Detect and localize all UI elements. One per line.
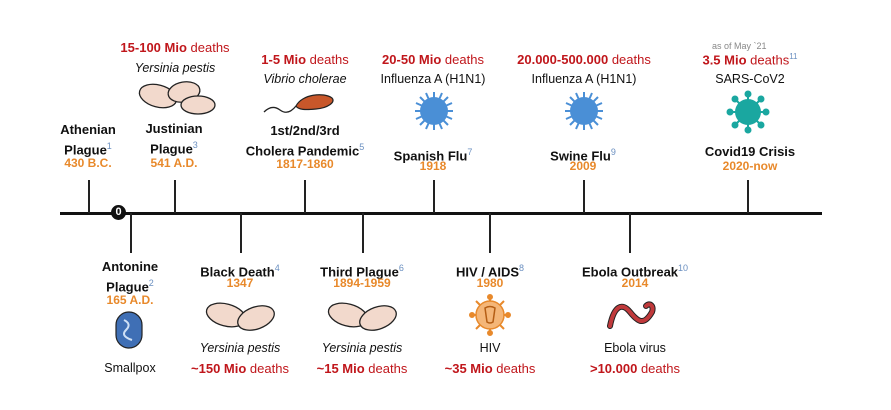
tick-spanish-flu <box>433 180 435 213</box>
tick-third-plague <box>362 213 364 253</box>
event-justinian-name: Justinian Plague3 <box>145 121 203 157</box>
event-swine-flu-deaths: 20.000-500.000 deaths <box>517 52 651 67</box>
event-ebola-pathogen: Ebola virus <box>604 341 666 355</box>
yersinia-bacteria-icon <box>138 81 216 115</box>
event-hiv-pathogen: HIV <box>479 341 501 355</box>
event-covid-deaths: 3.5 Mio deaths11 <box>702 52 798 68</box>
event-cholera-date: 1817-1860 <box>276 157 334 171</box>
event-ebola-deaths: >10.000 deaths <box>589 361 680 376</box>
vibrio-cholerae-icon <box>263 94 334 113</box>
tick-justinian <box>174 180 176 213</box>
timeline-axis <box>60 212 822 215</box>
event-athenian-date: 430 B.C. <box>64 156 112 170</box>
event-black-death-deaths: ~150 Mio deaths <box>191 361 289 376</box>
hiv-virus-icon <box>469 294 511 336</box>
event-spanish-flu-date: 1918 <box>419 159 447 173</box>
event-antonine-name: Antonine Plague2 <box>101 259 159 295</box>
event-spanish-flu-pathogen: Influenza A (H1N1) <box>380 72 486 86</box>
tick-athenian <box>88 180 90 213</box>
event-hiv-date: 1980 <box>476 276 504 290</box>
yersinia-bacteria-icon <box>327 302 397 331</box>
event-cholera-deaths: 1-5 Mio deaths <box>261 52 349 67</box>
event-swine-flu-date: 2009 <box>569 159 597 173</box>
event-covid-name: Covid19 Crisis <box>704 144 796 159</box>
event-athenian-name: Athenian Plague1 <box>60 122 116 158</box>
tick-hiv <box>489 213 491 253</box>
event-covid-date: 2020-now <box>722 159 778 173</box>
event-ebola-name: Ebola Outbreak10 <box>581 263 689 280</box>
event-antonine-date: 165 A.D. <box>106 293 154 307</box>
event-ebola-date: 2014 <box>621 276 649 290</box>
event-third-plague-deaths: ~15 Mio deaths <box>316 361 408 376</box>
event-covid-pathogen: SARS-CoV2 <box>715 72 785 86</box>
event-swine-flu-pathogen: Influenza A (H1N1) <box>531 72 637 86</box>
event-hiv-name: HIV / AIDS8 <box>455 263 525 280</box>
tick-black-death <box>240 213 242 253</box>
event-justinian-pathogen: Yersinia pestis <box>134 61 216 75</box>
tick-swine-flu <box>583 180 585 213</box>
influenza-virus-icon <box>415 92 453 130</box>
event-third-plague-date: 1894-1959 <box>333 276 391 290</box>
tick-ebola <box>629 213 631 253</box>
event-black-death-date: 1347 <box>226 276 254 290</box>
event-swine-flu-name: Swine Flu9 <box>550 147 616 164</box>
tick-antonine <box>130 213 132 253</box>
tick-cholera <box>304 180 306 213</box>
event-black-death-name: Black Death4 <box>200 263 280 280</box>
event-justinian-deaths: 15-100 Mio deaths <box>120 40 230 55</box>
event-cholera-pathogen: Vibrio cholerae <box>263 72 347 86</box>
event-spanish-flu-deaths: 20-50 Mio deaths <box>382 52 484 67</box>
event-antonine-pathogen: Smallpox <box>104 361 156 375</box>
event-third-plague-pathogen: Yersinia pestis <box>321 341 403 355</box>
event-third-plague-name: Third Plague6 <box>320 263 404 280</box>
yersinia-bacteria-icon <box>205 302 275 331</box>
event-spanish-flu-name: Spanish Flu7 <box>393 147 473 164</box>
event-cholera-name: 1st/2nd/3rd Cholera Pandemic5 <box>245 123 365 159</box>
smallpox-virus-icon <box>115 311 143 349</box>
event-covid-note: as of May `21 <box>712 41 767 51</box>
event-justinian-date: 541 A.D. <box>150 156 198 170</box>
ebola-virus-icon <box>607 301 656 329</box>
sars-cov2-virus-icon <box>726 90 770 134</box>
origin-marker: 0 <box>111 205 126 220</box>
event-black-death-pathogen: Yersinia pestis <box>199 341 281 355</box>
event-hiv-deaths: ~35 Mio deaths <box>444 361 536 376</box>
influenza-virus-icon <box>565 92 603 130</box>
tick-covid <box>747 180 749 213</box>
